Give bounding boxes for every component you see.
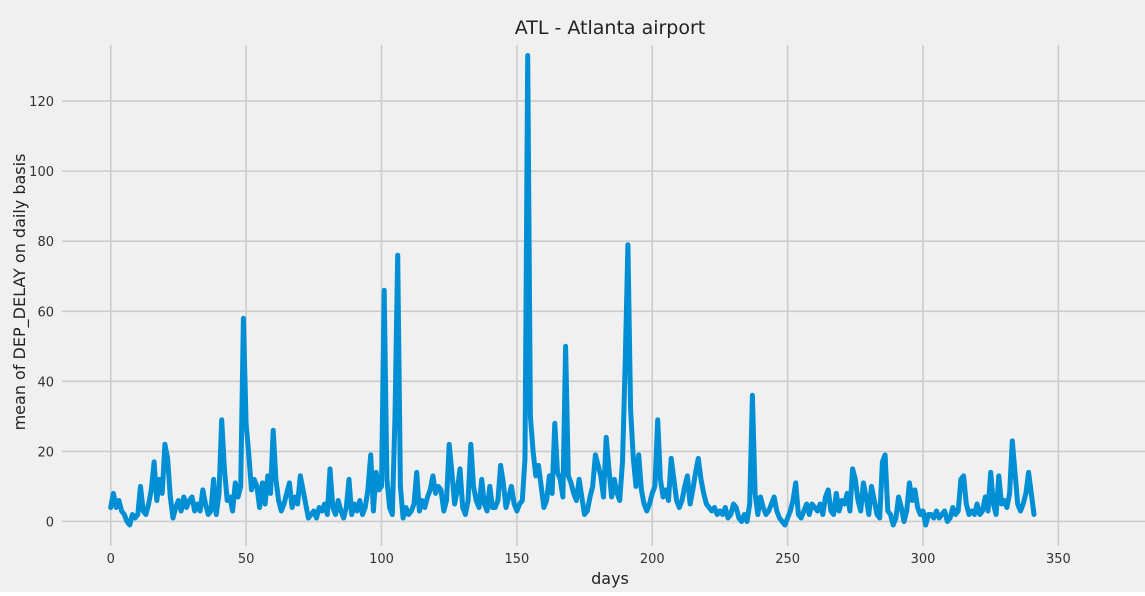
chart-title: ATL - Atlanta airport bbox=[515, 17, 706, 39]
y-tick-label: 120 bbox=[29, 95, 54, 110]
series-line bbox=[108, 53, 1037, 528]
y-tick-label: 0 bbox=[46, 515, 54, 530]
y-tick-label: 60 bbox=[37, 305, 54, 320]
x-tick-label: 250 bbox=[775, 552, 800, 567]
y-axis-label: mean of DEP_DELAY on daily basis bbox=[10, 154, 30, 431]
x-tick-label: 0 bbox=[107, 552, 115, 567]
y-tick-label: 100 bbox=[29, 165, 54, 180]
y-tick-label: 80 bbox=[37, 235, 54, 250]
tick-labels: 0 50 100 150 200 250 300 350 0 20 40 60 80 100 120 bbox=[29, 95, 1071, 567]
x-tick-label: 50 bbox=[238, 552, 255, 567]
x-tick-label: 200 bbox=[640, 552, 665, 567]
x-tick-label: 300 bbox=[911, 552, 936, 567]
y-tick-label: 20 bbox=[37, 445, 54, 460]
x-axis-label: days bbox=[591, 569, 629, 588]
x-tick-label: 100 bbox=[369, 552, 394, 567]
x-tick-label: 350 bbox=[1046, 552, 1071, 567]
x-tick-label: 150 bbox=[504, 552, 529, 567]
y-tick-label: 40 bbox=[37, 375, 54, 390]
